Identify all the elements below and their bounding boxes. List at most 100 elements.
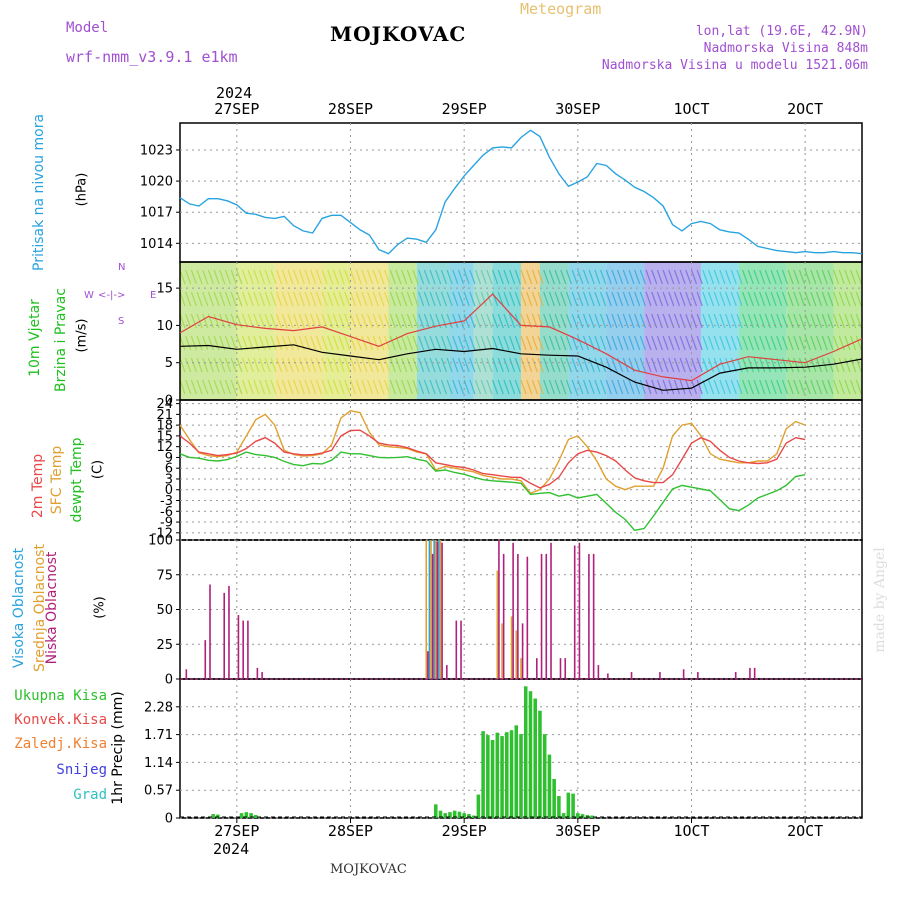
- wind-barb: [776, 335, 783, 351]
- wind-barb: [276, 313, 283, 329]
- wind-barb: [673, 379, 681, 395]
- wind-barb: [298, 313, 305, 329]
- wind-barb: [628, 379, 635, 395]
- wind-barb: [600, 357, 607, 373]
- precip-bar: [490, 739, 495, 818]
- wind-barb: [850, 269, 857, 285]
- wind-barb: [707, 269, 715, 285]
- wind-barb: [781, 379, 788, 395]
- wind-barb: [264, 357, 271, 373]
- wind-barb: [554, 379, 561, 395]
- wind-barb: [332, 269, 340, 285]
- wind-barb: [725, 269, 732, 285]
- wind-barb: [605, 291, 612, 307]
- y-tick-label: 1.14: [144, 756, 173, 771]
- wind-barb: [690, 313, 698, 329]
- wind-barb: [196, 269, 203, 285]
- y-tick-label: 15: [156, 429, 173, 444]
- wind-barb: [264, 291, 271, 307]
- wind-barb: [810, 335, 817, 351]
- precip-bar: [523, 686, 528, 818]
- wind-barb: [793, 335, 800, 351]
- wind-barb: [497, 291, 504, 307]
- wind-barb: [679, 291, 686, 307]
- wind-barb: [742, 379, 749, 395]
- wind-barb: [395, 379, 402, 395]
- footer-location: MOJKOVAC: [330, 862, 407, 877]
- wind-barb: [264, 379, 271, 395]
- wind-barb: [833, 291, 840, 307]
- y-tick-label: 1020: [140, 175, 173, 190]
- wind-barb: [230, 379, 237, 395]
- wind-barb-band: [833, 262, 862, 400]
- wind-barb: [293, 335, 300, 351]
- y-tick-label: 2.28: [144, 700, 173, 715]
- wind-barb: [662, 379, 669, 395]
- wind-barb: [315, 357, 322, 373]
- wind-barb: [543, 269, 550, 285]
- precip-bar: [471, 815, 476, 818]
- wind-barb: [418, 313, 425, 329]
- wind-barb: [270, 313, 277, 329]
- wind-barb: [844, 291, 851, 307]
- wind-barb: [304, 335, 311, 351]
- wind-barb: [440, 379, 447, 395]
- wind-barb: [395, 269, 402, 285]
- wind-barb: [617, 335, 624, 351]
- wind-barb: [452, 291, 459, 307]
- wind-barb: [855, 269, 862, 285]
- wind-barb: [401, 269, 408, 285]
- wind-barb: [605, 269, 612, 285]
- precip-bar: [538, 710, 542, 818]
- wind-barb: [361, 357, 368, 373]
- x-tick-label-top: 28SEP: [328, 100, 373, 118]
- wind-barb: [571, 335, 578, 351]
- wind-barb: [787, 335, 794, 351]
- wind-barb: [730, 335, 737, 351]
- y-tick-label: 50: [156, 603, 173, 618]
- wind-barb: [179, 291, 186, 307]
- wind-barb: [537, 313, 544, 329]
- wind-barb: [577, 335, 584, 351]
- wind-barb: [207, 335, 214, 351]
- wind-barb: [685, 379, 692, 395]
- wind-barb: [395, 291, 402, 307]
- wind-barb: [406, 291, 413, 307]
- wind-barb: [821, 335, 828, 351]
- wind-barb: [696, 291, 703, 307]
- wind-barb-band: [738, 262, 787, 400]
- precip-bar: [519, 734, 523, 818]
- precip-bar: [216, 814, 220, 818]
- wind-barb: [639, 269, 646, 285]
- wind-barb: [622, 379, 629, 395]
- wind-barb: [838, 357, 845, 373]
- wind-barb-band: [416, 262, 450, 400]
- wind-barb: [378, 357, 385, 373]
- wind-barb: [690, 269, 698, 285]
- x-tick-label-top: 27SEP: [214, 100, 259, 118]
- wind-barb: [349, 357, 357, 373]
- wind-barb: [742, 269, 749, 285]
- wind-barb: [730, 313, 737, 329]
- wind-barb: [747, 379, 754, 395]
- 2m-temp-line: [179, 429, 806, 489]
- wind-barb: [827, 313, 834, 329]
- wind-barb: [281, 313, 288, 329]
- wind-barb: [287, 357, 294, 373]
- y-tick-label: -3: [160, 494, 173, 509]
- wind-barb: [230, 335, 237, 351]
- wind-barb: [344, 291, 351, 307]
- y-tick-label: 75: [156, 568, 173, 583]
- wind-barb: [310, 357, 317, 373]
- x-tick-label-bottom: 1OCT: [673, 822, 709, 840]
- wind-barb: [526, 379, 533, 395]
- wind-barb: [321, 313, 328, 329]
- wind-barb: [804, 335, 811, 351]
- wind-barb: [497, 379, 504, 395]
- wind-barb: [725, 291, 732, 307]
- wind-barb: [833, 357, 840, 373]
- wind-barb: [480, 379, 487, 395]
- y-tick-label: 18: [156, 419, 173, 434]
- wind-barb: [793, 379, 800, 395]
- wind-barb: [190, 357, 197, 373]
